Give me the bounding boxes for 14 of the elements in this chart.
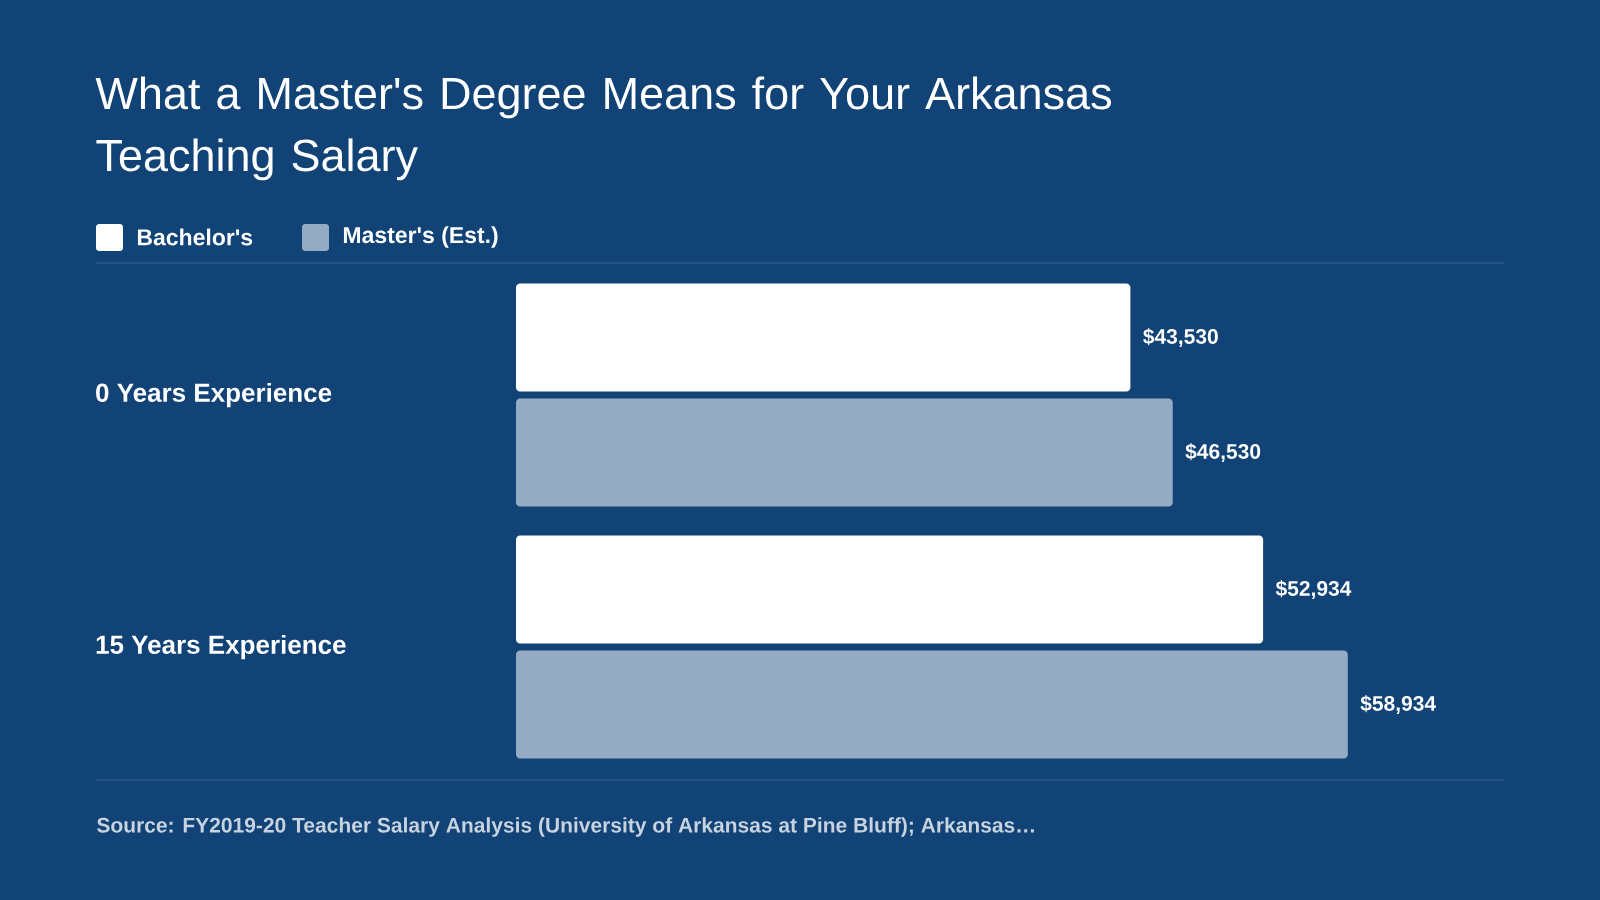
data-label: $52,934 [1275,580,1352,599]
y-tick-label: 0 Years Experience [96,382,332,408]
bar [516,398,1173,507]
bar [516,283,1131,392]
legend-label: Master's (Est.) [343,226,498,248]
y-tick-label: 15 Years Experience [96,634,346,660]
chart-title: What a Master's Degree Means for Your Arkansas Teaching Salary [95,76,1112,181]
bar [516,535,1264,644]
source-note: Source: FY2019-20 Teacher Salary Analysis (University of Arkansas at Pine Bluff); Arkansas… [97,817,1034,837]
data-label: $58,934 [1360,695,1436,714]
data-label: $43,530 [1143,328,1218,347]
bar [516,650,1348,759]
data-label: $46,530 [1185,443,1261,462]
legend-label: Bachelor's [137,228,253,246]
